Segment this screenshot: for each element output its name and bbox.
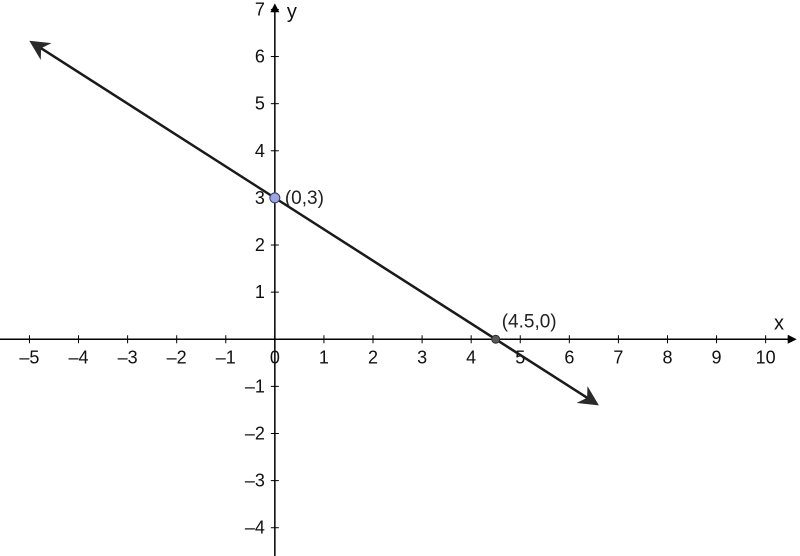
y-tick-label: 7	[255, 0, 265, 19]
y-tick-label: 2	[255, 235, 265, 255]
x-tick-label: –4	[69, 347, 89, 367]
x-tick-label: 2	[368, 347, 378, 367]
x-tick-label: 0	[270, 347, 280, 367]
marked-point	[492, 335, 500, 343]
x-tick-label: 3	[417, 347, 427, 367]
x-tick-label: 6	[564, 347, 574, 367]
x-tick-label: 7	[613, 347, 623, 367]
x-tick-label: –3	[118, 347, 138, 367]
y-tick-label: –2	[245, 423, 265, 443]
y-tick-label: 4	[255, 141, 265, 161]
x-axis-label: x	[774, 312, 784, 334]
x-tick-label: 9	[712, 347, 722, 367]
y-tick-label: 1	[255, 282, 265, 302]
x-tick-label: 10	[756, 347, 776, 367]
x-tick-label: –2	[167, 347, 187, 367]
y-tick-label: 5	[255, 94, 265, 114]
x-tick-label: 1	[319, 347, 329, 367]
coordinate-plane-chart: –5–4–3–2–1012345678910–4–3–2–11234567xy(…	[0, 0, 800, 556]
y-tick-label: –4	[245, 518, 265, 538]
y-tick-label: 6	[255, 47, 265, 67]
y-tick-label: –1	[245, 376, 265, 396]
marked-point	[270, 193, 280, 203]
point-label: (0,3)	[285, 188, 324, 209]
x-tick-label: 8	[662, 347, 672, 367]
chart-svg: –5–4–3–2–1012345678910–4–3–2–11234567xy(…	[0, 0, 800, 556]
y-tick-label: –3	[245, 471, 265, 491]
point-label: (4.5,0)	[502, 311, 557, 332]
x-tick-label: –5	[19, 347, 39, 367]
x-tick-label: 4	[466, 347, 476, 367]
y-axis-label: y	[287, 1, 297, 23]
x-tick-label: –1	[216, 347, 236, 367]
